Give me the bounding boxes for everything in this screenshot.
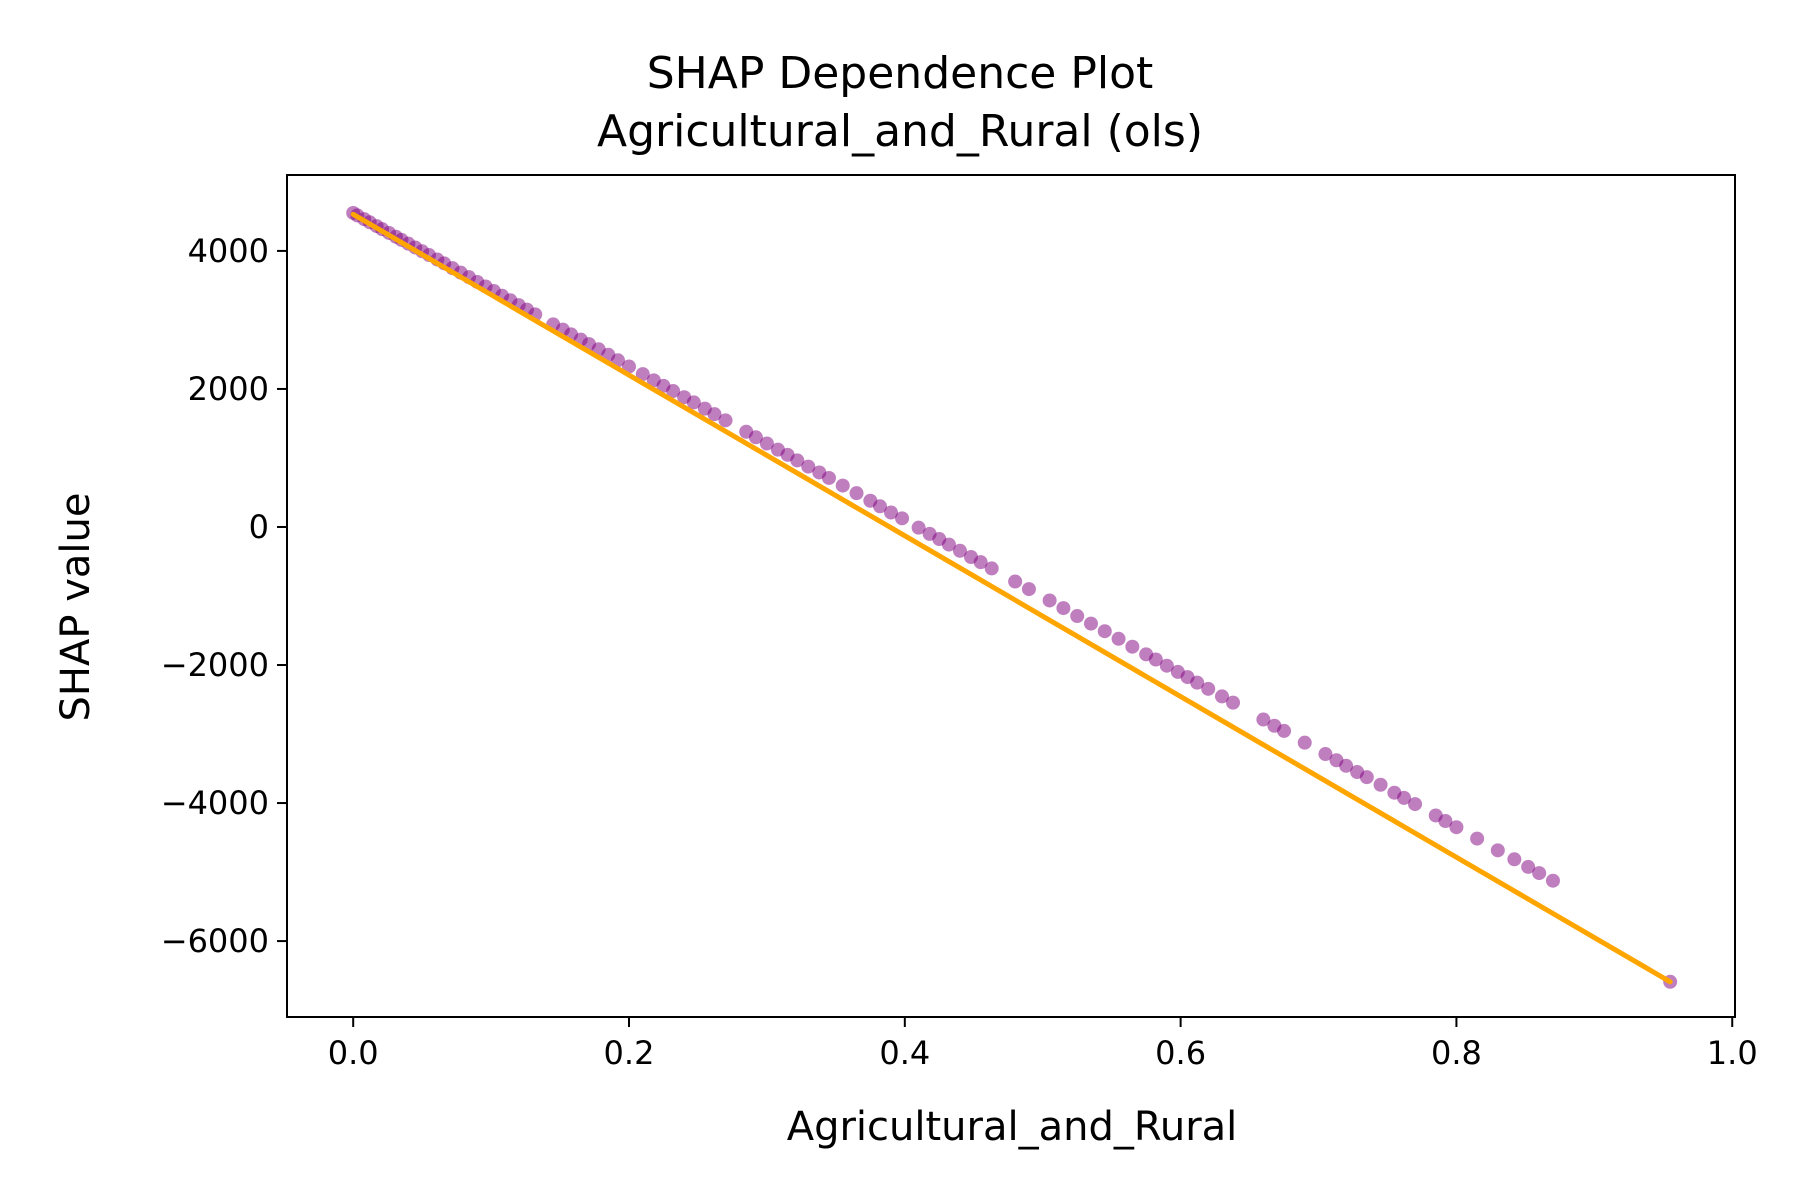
- scatter-point: [835, 478, 850, 493]
- scatter-point: [1214, 689, 1229, 704]
- x-tick-label: 0.4: [879, 1034, 930, 1072]
- scatter-point: [1277, 723, 1292, 738]
- scatter-point: [911, 520, 926, 535]
- x-tick-label: 0.0: [328, 1034, 379, 1072]
- scatter-point: [1438, 813, 1453, 828]
- scatter-point: [1490, 843, 1505, 858]
- scatter-point: [718, 413, 733, 428]
- scatter-point: [1159, 658, 1174, 673]
- scatter-point: [1507, 852, 1522, 867]
- scatter-point: [748, 430, 763, 445]
- scatter-point: [1042, 593, 1057, 608]
- scatter-point: [1070, 609, 1085, 624]
- scatter-point: [952, 543, 967, 558]
- chart-subtitle: Agricultural_and_Rural (ols): [597, 106, 1203, 157]
- scatter-point: [666, 384, 681, 399]
- scatter-point: [1297, 735, 1312, 750]
- scatter-point: [1449, 820, 1464, 835]
- scatter-point: [801, 459, 816, 474]
- scatter-point: [973, 555, 988, 570]
- scatter-point: [1545, 873, 1560, 888]
- scatter-point: [1008, 574, 1023, 589]
- scatter-point: [1056, 601, 1071, 616]
- plot-frame: [286, 174, 1736, 1018]
- scatter-point: [790, 453, 805, 468]
- scatter-point: [984, 561, 999, 576]
- scatter-point: [1318, 747, 1333, 762]
- scatter-point: [622, 359, 637, 374]
- trend-line: [350, 211, 1673, 985]
- y-tick-label: −2000: [161, 646, 269, 684]
- y-tick-label: 0: [249, 508, 269, 546]
- scatter-point: [1201, 681, 1216, 696]
- scatter-point: [1256, 712, 1271, 727]
- scatter-point: [872, 499, 887, 514]
- scatter-point: [1097, 624, 1112, 639]
- scatter-point: [1521, 859, 1536, 874]
- x-tick-label: 0.2: [604, 1034, 655, 1072]
- scatter-point: [1226, 695, 1241, 710]
- x-axis-label: Agricultural_and_Rural: [787, 1104, 1238, 1150]
- y-tick-label: 4000: [188, 232, 269, 270]
- scatter-point: [686, 395, 701, 410]
- scatter-point: [849, 486, 864, 501]
- y-tick-label: −4000: [161, 784, 269, 822]
- scatter-point: [1083, 616, 1098, 631]
- scatter-point: [1532, 866, 1547, 881]
- y-axis-ticks: 4000 2000 0 −2000 −4000 −6000: [161, 232, 287, 960]
- scatter-point: [1148, 652, 1163, 667]
- y-axis-label: SHAP value: [53, 493, 99, 722]
- scatter-point: [884, 505, 899, 520]
- x-tick-label: 0.6: [1155, 1034, 1206, 1072]
- scatter-point: [1190, 675, 1205, 690]
- scatter-point: [821, 470, 836, 485]
- scatter-point: [1359, 770, 1374, 785]
- scatter-point: [1408, 797, 1423, 812]
- scatter-point: [1125, 639, 1140, 654]
- scatter-point: [707, 407, 722, 422]
- chart-title: SHAP Dependence Plot: [647, 48, 1154, 99]
- scatter-point: [1397, 790, 1412, 805]
- scatter-point: [759, 436, 774, 451]
- y-tick-label: −6000: [161, 922, 269, 960]
- scatter-point: [1021, 582, 1036, 597]
- scatter-point: [941, 537, 956, 552]
- scatter-point: [635, 367, 650, 382]
- x-tick-label: 0.8: [1431, 1034, 1482, 1072]
- scatter-point: [895, 511, 910, 526]
- scatter-point: [1470, 831, 1485, 846]
- trend-line-layer: [350, 211, 1673, 985]
- scatter-point: [1373, 777, 1388, 792]
- x-tick-label: 1.0: [1707, 1034, 1758, 1072]
- scatter-point: [1339, 758, 1354, 773]
- x-axis-ticks: 0.0 0.2 0.4 0.6 0.8 1.0: [328, 1017, 1758, 1072]
- scatter-point: [1111, 631, 1126, 646]
- y-tick-label: 2000: [188, 370, 269, 408]
